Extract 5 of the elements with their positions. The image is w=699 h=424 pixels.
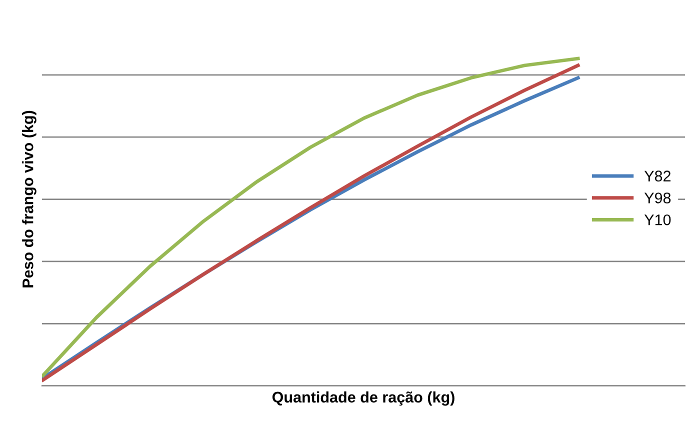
y-axis-title: Peso do frango vivo (kg) [22, 110, 36, 288]
legend-label: Y98 [644, 192, 671, 204]
x-axis-title: Quantidade de ração (kg) [272, 391, 454, 406]
legend-label: Y82 [644, 170, 671, 182]
legend-label: Y10 [644, 214, 671, 226]
